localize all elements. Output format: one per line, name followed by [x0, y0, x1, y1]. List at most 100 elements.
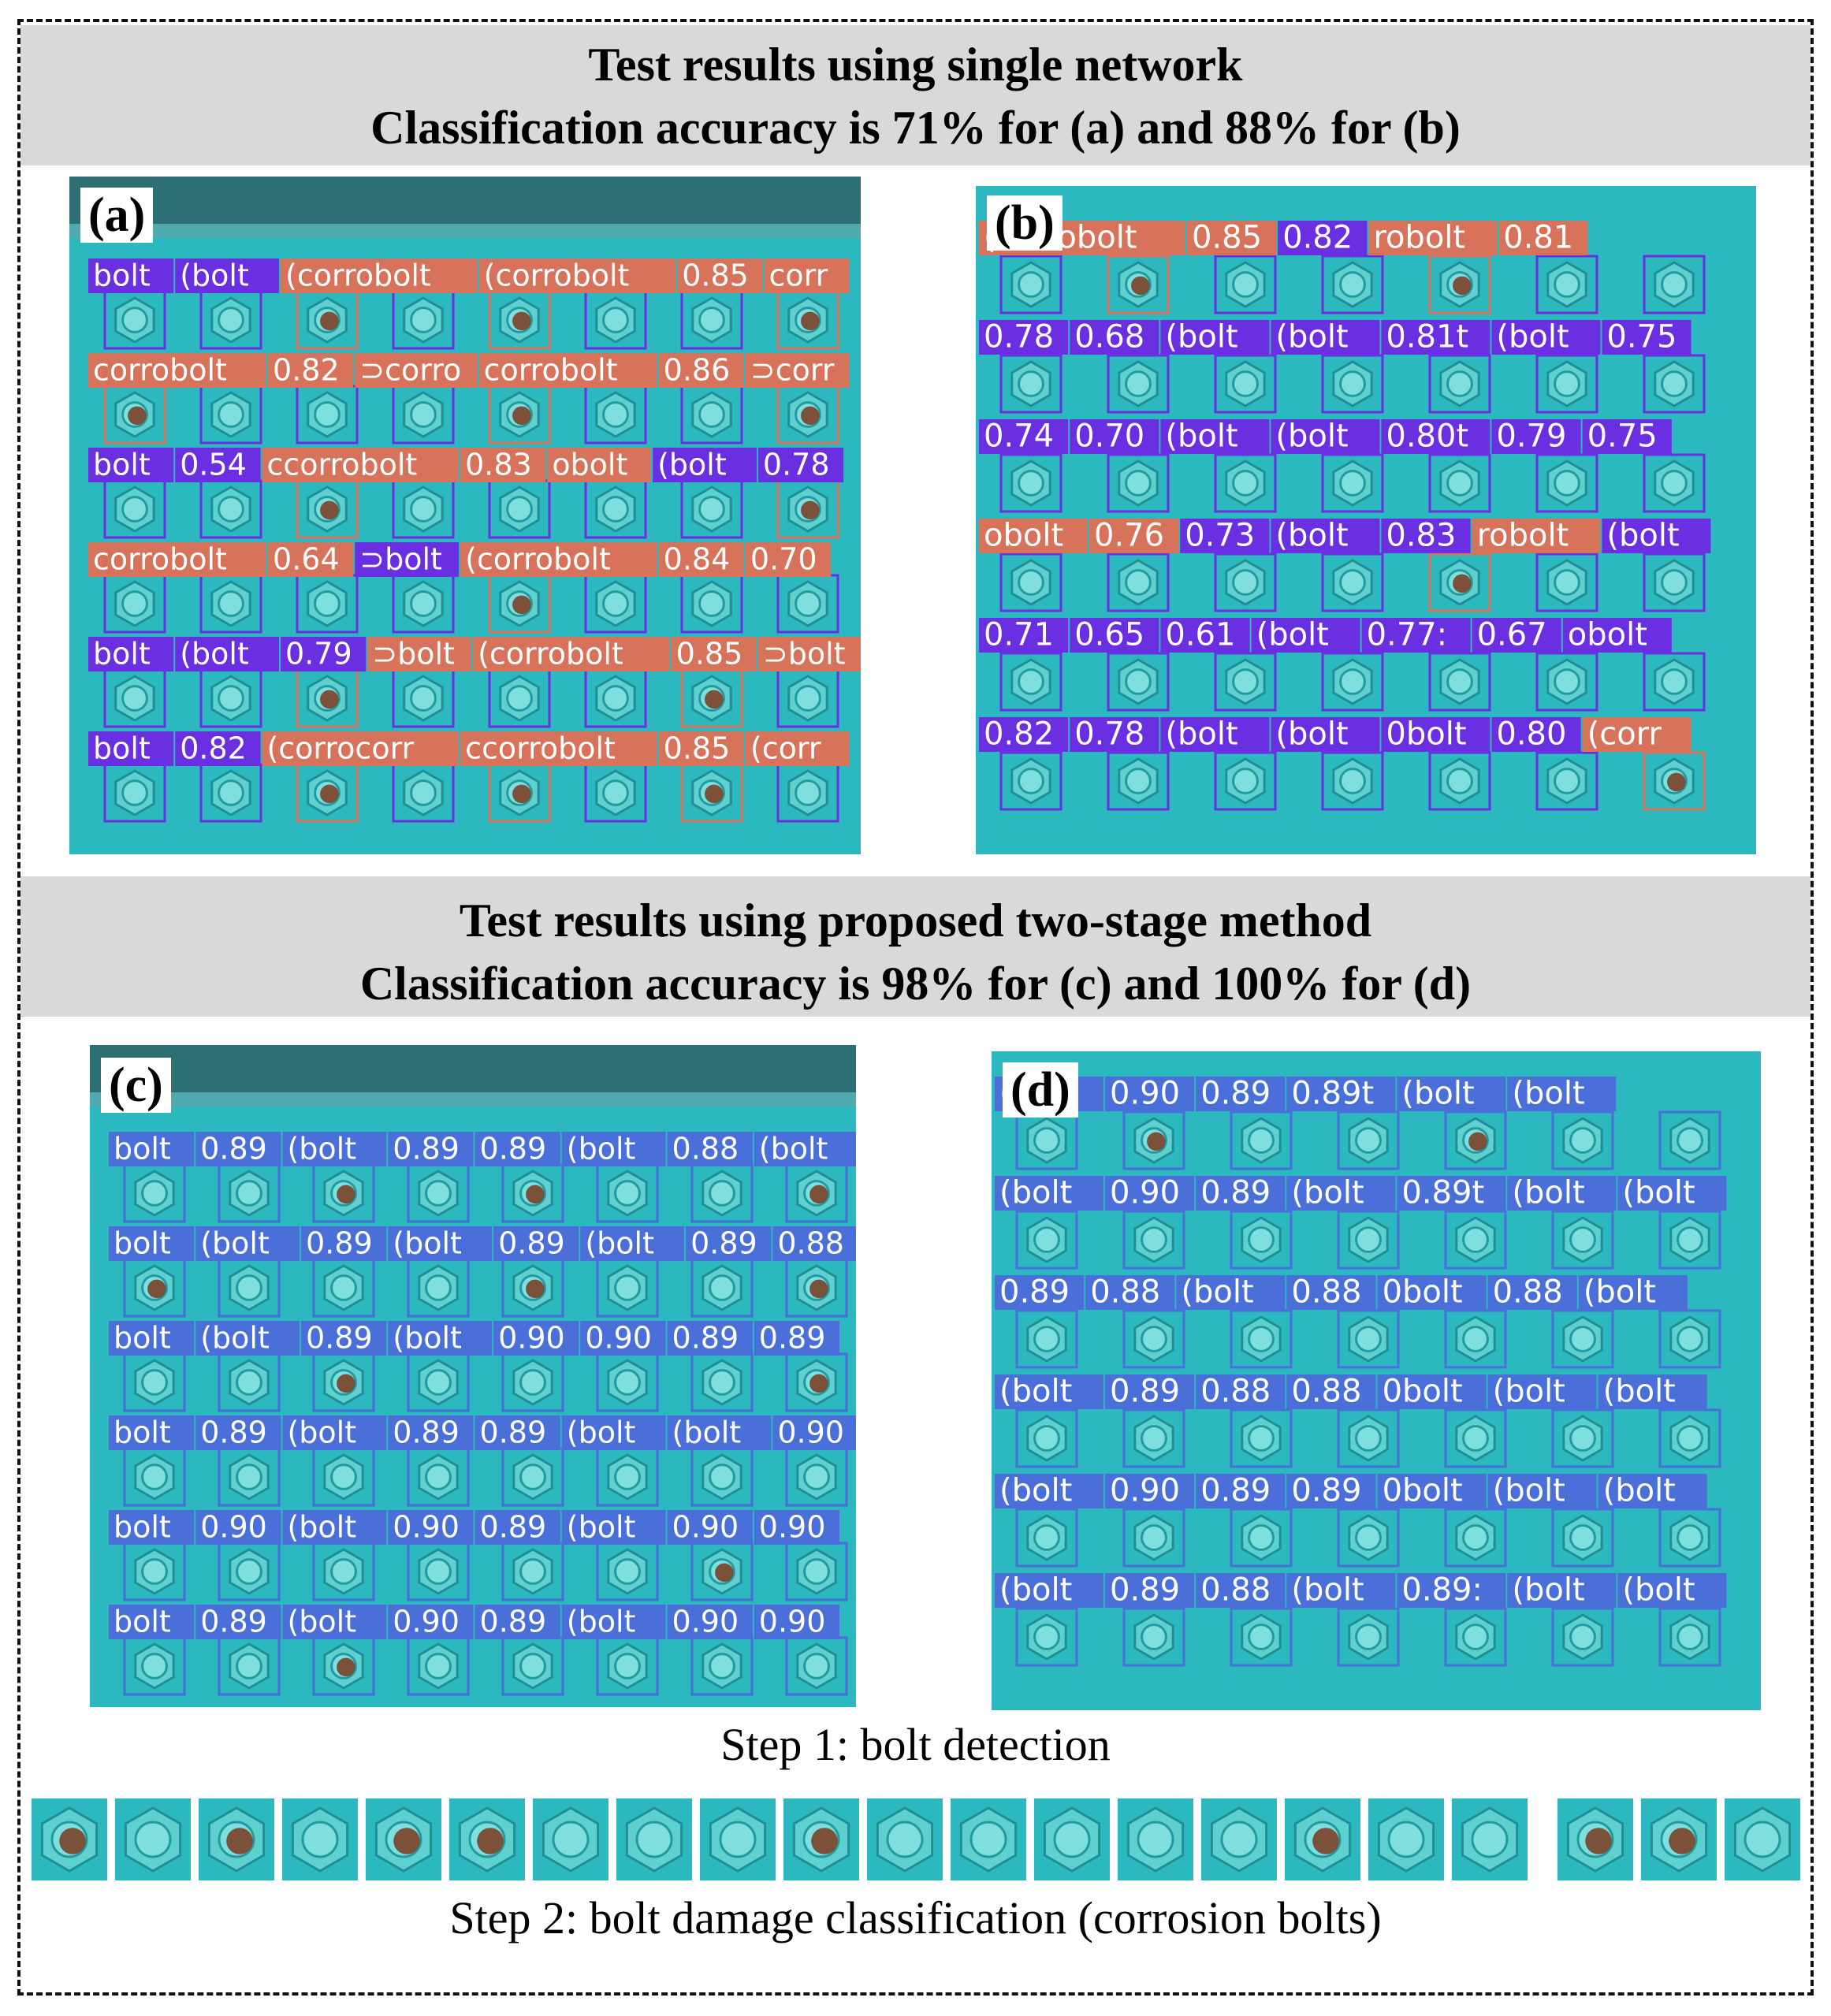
detection-label: (bolt: [672, 1415, 742, 1449]
bolt-icon: [691, 485, 732, 533]
bolt-crop: [951, 1798, 1026, 1880]
detection-label: 0.85: [664, 731, 731, 765]
detection-label: (bolt: [200, 1226, 270, 1260]
detection-label: (bolt: [1603, 1373, 1676, 1409]
detection-box: [1321, 255, 1384, 314]
bolt-icon: [1118, 559, 1159, 606]
detection-label-bg: [268, 353, 354, 388]
detection-box: [999, 751, 1063, 811]
detection-label: obolt: [552, 447, 627, 482]
detection-box: [1214, 652, 1277, 712]
detection-label: bolt: [93, 636, 151, 671]
panel-label-a: (a): [80, 188, 154, 243]
step2-caption: Step 2: bolt damage classification (corr…: [449, 1892, 1382, 1943]
detection-label: 0.79: [1496, 418, 1566, 454]
detection-label: 0.89: [306, 1226, 373, 1260]
detection-label: 0.84: [664, 541, 731, 576]
detection-label: (bolt: [999, 1174, 1072, 1211]
bolt-icon: [1669, 1117, 1710, 1164]
bolt-icon: [691, 769, 732, 816]
detection-box: [1321, 354, 1384, 414]
detection-label-bg: [1361, 618, 1471, 653]
bolt-crop-icon: [1293, 1806, 1352, 1873]
bolt-crop: [199, 1798, 274, 1880]
detection-label: 0.90: [759, 1509, 826, 1544]
detection-label-bg: [175, 448, 261, 482]
detection-label: (bolt: [1603, 1472, 1676, 1508]
detection-label-bg: [195, 1415, 281, 1450]
bolt-crop-icon: [374, 1806, 433, 1873]
bolt-icon: [1241, 1216, 1282, 1263]
detection-box: [1551, 1508, 1614, 1568]
detection-label: 0.90: [759, 1604, 826, 1638]
bolt-icon: [702, 1642, 742, 1690]
bolt-icon: [1546, 261, 1587, 308]
detection-label: ⊃bolt: [359, 541, 442, 576]
detection-label-bg: [1085, 1275, 1175, 1310]
bolt-icon: [1026, 1315, 1067, 1363]
bolt-icon: [691, 296, 732, 344]
detection-label: corrobolt: [93, 352, 227, 387]
detection-label-bg: [175, 259, 280, 293]
bolt-crop-icon: [1566, 1806, 1624, 1873]
bolt-icon: [323, 1642, 364, 1690]
detection-label-bg: [1381, 320, 1490, 355]
bolt-crop-icon: [291, 1806, 349, 1873]
detection-label-bg: [772, 1226, 856, 1261]
plate-edge: [69, 177, 861, 224]
detection-label: (bolt: [999, 1472, 1072, 1508]
detection-label: 0.90: [1110, 1075, 1180, 1111]
detection-label-bg: [1487, 1474, 1597, 1508]
detection-label-bg: [1251, 618, 1360, 653]
detection-box: [1551, 1408, 1614, 1468]
detection-label-bg: [1070, 419, 1159, 454]
detection-label-bg: [1582, 419, 1672, 454]
bolt-icon: [1118, 757, 1159, 805]
bolt-icon: [210, 296, 251, 344]
detection-label: (corrobolt: [478, 636, 623, 671]
detection-box: [1643, 255, 1706, 314]
detection-label: 0.89: [306, 1320, 373, 1355]
bolt-icon: [1348, 1117, 1389, 1164]
detection-label: 0.89: [480, 1509, 547, 1544]
panel-b-image: (corr obolt 0.85 0.82 robolt 0.81 0.78 0.68 (bol…: [976, 186, 1756, 854]
detection-box: [1337, 1210, 1400, 1270]
detection-label-bg: [754, 1510, 840, 1545]
bolt-icon: [499, 675, 540, 722]
detection-label-bg: [282, 1132, 387, 1166]
detection-label-bg: [745, 542, 832, 577]
detection-box: [999, 652, 1063, 712]
detection-label: 0.88: [777, 1226, 844, 1260]
bolt-icon: [1010, 261, 1051, 308]
detection-box: [999, 354, 1063, 414]
detection-label-bg: [667, 1605, 753, 1639]
bolt-icon: [1546, 757, 1587, 805]
bolt-icon: [418, 1548, 459, 1595]
detection-label-bg: [1196, 1374, 1286, 1409]
detection-label-bg: [1271, 320, 1380, 355]
detection-label-bg: [1196, 1474, 1286, 1508]
detection-label: 0.89: [1200, 1174, 1271, 1211]
detection-label-bg: [561, 1132, 666, 1166]
bolt-crop-icon: [792, 1806, 850, 1873]
bolt-icon: [323, 1264, 364, 1311]
bolt-icon: [1225, 261, 1266, 308]
bolt-crop-icon: [124, 1806, 182, 1873]
detection-label-bg: [1602, 519, 1711, 553]
detection-box: [1444, 1408, 1507, 1468]
bolt-icon: [1118, 261, 1159, 308]
detection-label-bg: [195, 1132, 281, 1166]
bolt-icon: [1225, 658, 1266, 705]
detection-box: [1337, 1110, 1400, 1170]
detection-label: ⊃bolt: [372, 636, 455, 671]
detection-label-bg: [667, 1415, 772, 1450]
plate-ledge: [69, 224, 861, 238]
detection-label-bg: [667, 1510, 753, 1545]
bolt-icon: [1439, 559, 1480, 606]
plate-ledge: [90, 1092, 856, 1107]
detection-label: 0.88: [1291, 1274, 1361, 1310]
detection-label: 0.86: [664, 352, 731, 387]
detection-label: 0.85: [676, 636, 743, 671]
detection-label-bg: [1578, 1275, 1688, 1310]
detection-box: [1658, 1309, 1721, 1369]
